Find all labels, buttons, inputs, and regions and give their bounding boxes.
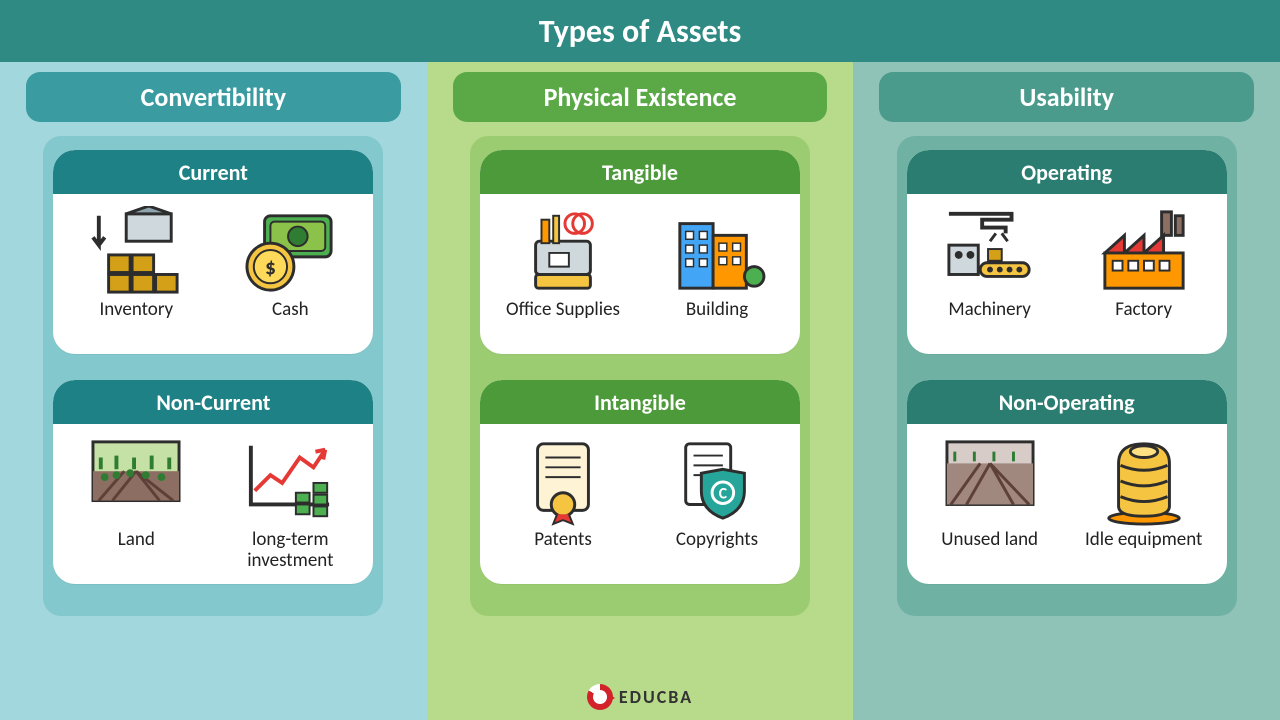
farmland-icon (86, 436, 186, 526)
asset-item: Building (640, 206, 794, 344)
cone-icon (1094, 436, 1194, 526)
asset-item: Inventory (59, 206, 213, 344)
inventory-icon (86, 206, 186, 296)
asset-label: Copyrights (676, 530, 758, 574)
asset-item: Unused land (913, 436, 1067, 574)
asset-item: Idle equipment (1067, 436, 1221, 574)
column-panel: Tangible Office Supplies Building Intangibl… (470, 136, 810, 616)
column-usability: Usability Operating Machinery Factory Non-Op… (853, 62, 1280, 720)
page-title: Types of Assets (0, 0, 1280, 62)
asset-item: Machinery (913, 206, 1067, 344)
card-body: Inventory Cash (53, 194, 373, 354)
supplies-icon (513, 206, 613, 296)
asset-label: Factory (1115, 300, 1172, 344)
column-physical: Physical ExistenceTangibleOffice Supplie… (427, 62, 854, 720)
asset-item: long-term investment (213, 436, 367, 574)
column-title: Convertibility (26, 72, 401, 122)
card: Non-Current Land long-term investment (53, 380, 373, 584)
card: Tangible Office Supplies Building (480, 150, 800, 354)
column-convertibility: Convertibility Current Inventory Cash Non-Cu… (0, 62, 427, 720)
copyright-icon (667, 436, 767, 526)
card-body: Land long-term investment (53, 424, 373, 584)
brand-logo-icon (587, 684, 613, 710)
card-body: Patents Copyrights (480, 424, 800, 584)
asset-item: Copyrights (640, 436, 794, 574)
brand-footer: EDUCBA (427, 684, 854, 710)
cash-icon (240, 206, 340, 296)
asset-label: Land (118, 530, 155, 574)
card-body: Office Supplies Building (480, 194, 800, 354)
asset-item: Office Supplies (486, 206, 640, 344)
card-body: Unused land Idle equipment (907, 424, 1227, 584)
asset-label: Patents (534, 530, 592, 574)
asset-item: Factory (1067, 206, 1221, 344)
card-body: Machinery Factory (907, 194, 1227, 354)
machinery-icon (940, 206, 1040, 296)
column-panel: Current Inventory Cash Non-Current Land long-… (43, 136, 383, 616)
column-title: Usability (879, 72, 1254, 122)
card: Current Inventory Cash (53, 150, 373, 354)
asset-label: Office Supplies (506, 300, 620, 344)
asset-label: Idle equipment (1085, 530, 1202, 574)
asset-label: Machinery (948, 300, 1030, 344)
patent-icon (513, 436, 613, 526)
card-title: Tangible (480, 150, 800, 194)
card-title: Intangible (480, 380, 800, 424)
building-icon (667, 206, 767, 296)
asset-label: Unused land (941, 530, 1038, 574)
asset-item: Cash (213, 206, 367, 344)
asset-label: long-term investment (213, 530, 367, 574)
columns-container: Convertibility Current Inventory Cash Non-Cu… (0, 62, 1280, 720)
asset-label: Building (686, 300, 748, 344)
factory-icon (1094, 206, 1194, 296)
card-title: Operating (907, 150, 1227, 194)
card-title: Non-Operating (907, 380, 1227, 424)
column-panel: OperatingMachineryFactoryNon-OperatingUn… (897, 136, 1237, 616)
card: Intangible Patents Copyrights (480, 380, 800, 584)
column-title: Physical Existence (453, 72, 828, 122)
farmland2-icon (940, 436, 1040, 526)
asset-item: Patents (486, 436, 640, 574)
card-title: Current (53, 150, 373, 194)
asset-label: Cash (272, 300, 309, 344)
card: Operating Machinery Factory (907, 150, 1227, 354)
brand-text: EDUCBA (619, 686, 693, 708)
card: Non-Operating Unused land Idle equipment (907, 380, 1227, 584)
card-title: Non-Current (53, 380, 373, 424)
asset-label: Inventory (100, 300, 174, 344)
asset-item: Land (59, 436, 213, 574)
investment-icon (240, 436, 340, 526)
